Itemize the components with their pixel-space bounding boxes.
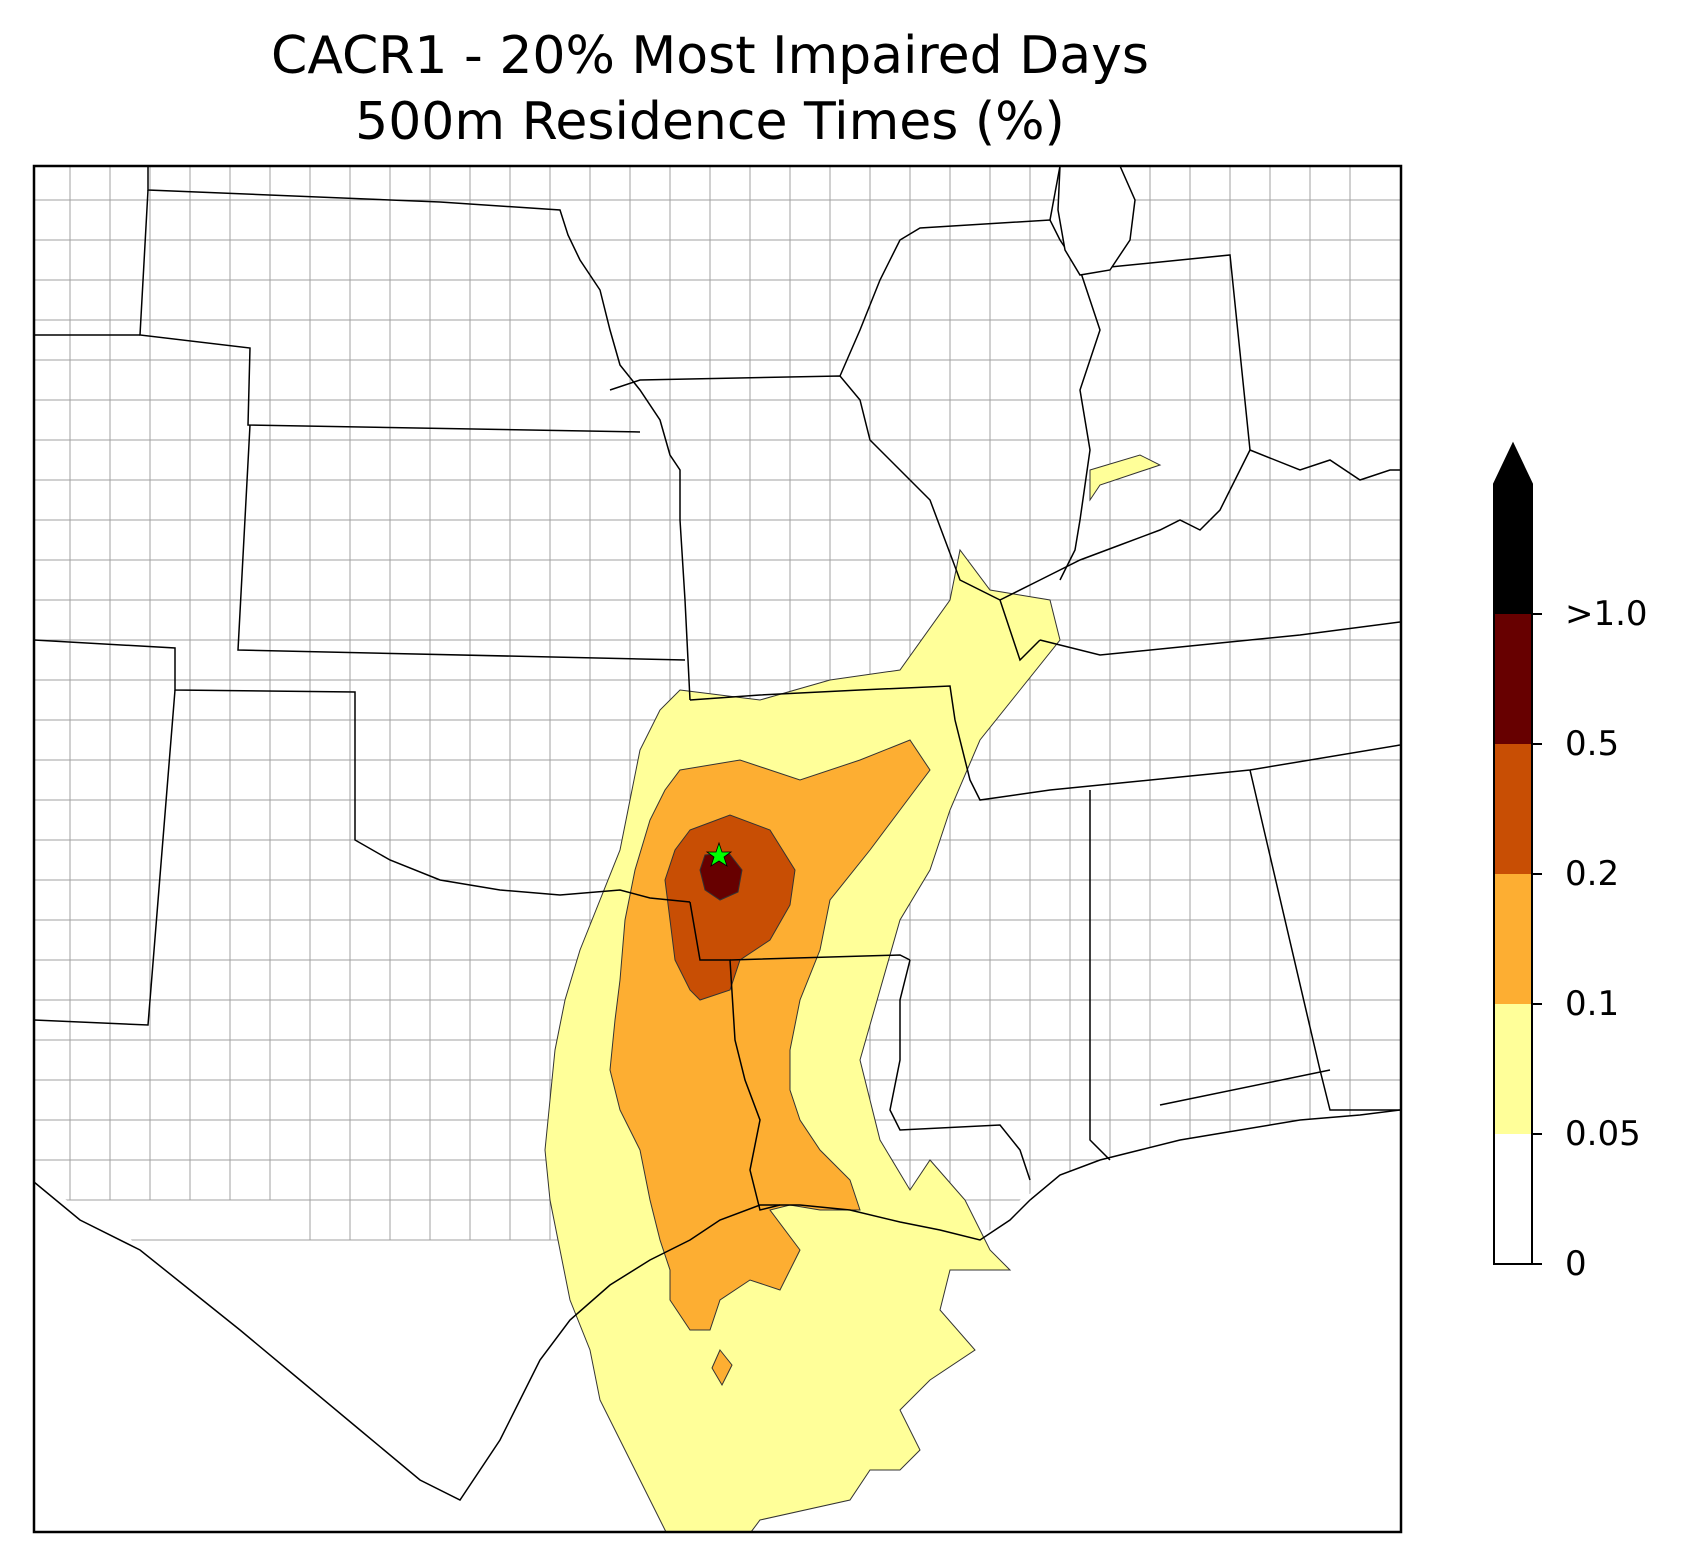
- colorbar-extend-arrow: [1494, 444, 1532, 484]
- site-star-icon: [705, 841, 733, 867]
- contour-0.5-1.0: [699, 851, 743, 901]
- map-title-line2: 500m Residence Times (%): [355, 92, 1065, 152]
- contour-low-indiana: [1089, 454, 1162, 502]
- colorbar-bin: [1494, 614, 1532, 744]
- map-title-line1: CACR1 - 20% Most Impaired Days: [271, 26, 1149, 86]
- colorbar-tick-label: 0.5: [1565, 724, 1620, 764]
- contour-veryhigh: [699, 851, 743, 901]
- contour-high: [664, 814, 796, 1001]
- map-area: [34, 166, 1401, 1532]
- colorbar-tick-label: 0.05: [1565, 1114, 1641, 1154]
- map-frame: [32, 164, 1403, 1534]
- colorbar-bin: [1494, 1134, 1532, 1264]
- contour-mid-patch: [711, 1349, 733, 1387]
- gulf-coastline: [34, 1109, 1401, 1501]
- colorbar-bin: [1494, 744, 1532, 874]
- colorbar-tick-label: >1.0: [1565, 594, 1648, 634]
- lake-michigan: [1057, 166, 1136, 276]
- colorbar-bin: [1494, 484, 1532, 614]
- colorbar-outline: [1493, 441, 1533, 1265]
- colorbar-tick-label: 0.2: [1565, 854, 1620, 894]
- colorbar-tick-label: 0: [1565, 1244, 1587, 1284]
- contour-0.2-0.5: [664, 814, 796, 1001]
- colorbar: [1493, 441, 1542, 1265]
- colorbar-bin: [1494, 1004, 1532, 1134]
- state-boundaries: [34, 166, 1401, 1211]
- colorbar-tick-label: 0.1: [1565, 984, 1620, 1024]
- colorbar-bin: [1494, 874, 1532, 1004]
